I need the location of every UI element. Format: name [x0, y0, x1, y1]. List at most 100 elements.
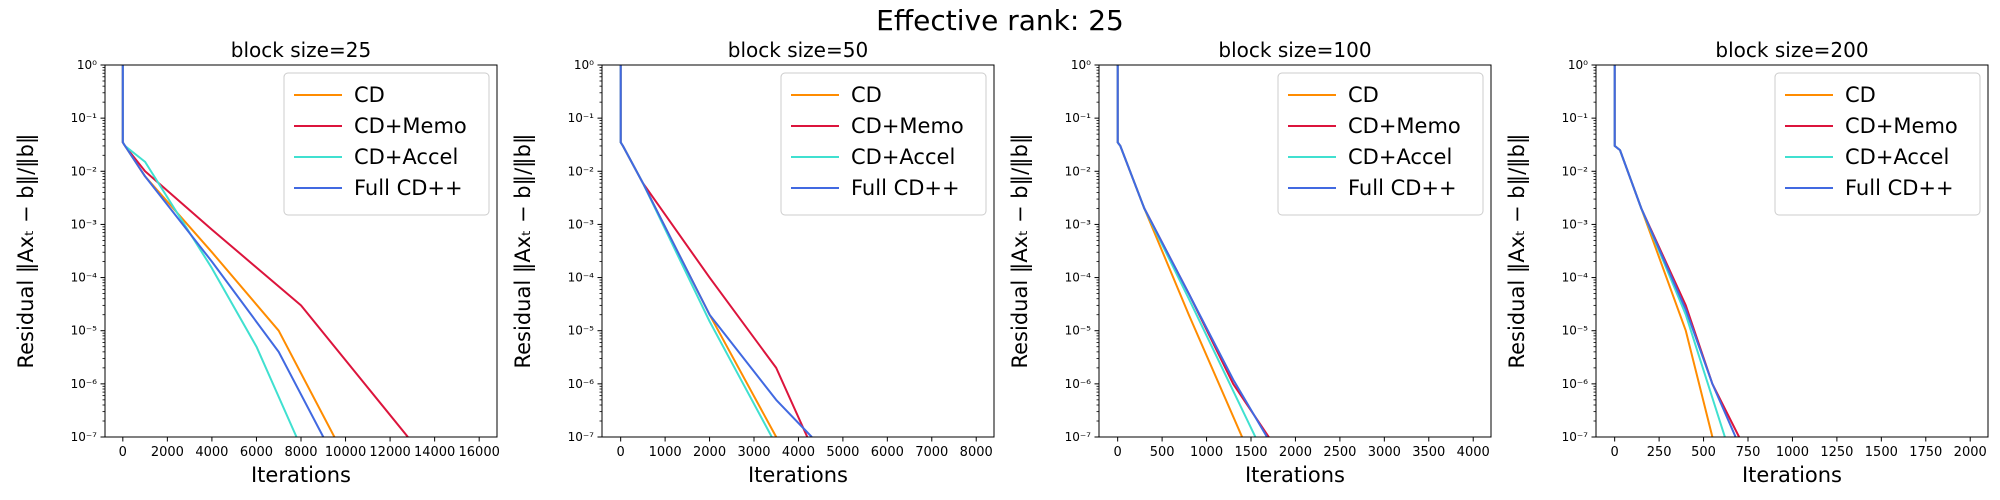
legend-box	[780, 72, 987, 216]
series-line-full-cd-plus-plus	[1613, 65, 1737, 437]
legend-label-full-cd-plus-plus: Full CD++	[851, 176, 960, 200]
series-line-cd-memo	[1613, 65, 1740, 437]
y-tick-label: 10⁻⁷	[71, 430, 98, 444]
x-tick-label: 1500	[1865, 445, 1898, 460]
series-line-cd-memo	[1116, 65, 1270, 437]
y-tick-label: 10⁰	[1071, 58, 1091, 72]
y-tick-label: 10⁻⁵	[1562, 324, 1589, 338]
chart-panel-3: block size=100 10⁻⁷ 10⁻⁶ 10⁻⁵ 10⁻⁴ 10⁻³ 10⁻² 10…	[1008, 38, 1492, 487]
x-tick-label: 2000	[693, 445, 726, 460]
series-line-full-cd-plus-plus	[1116, 65, 1268, 437]
x-tick-label: 1750	[1909, 445, 1942, 460]
y-tick-label: 10⁻⁵	[1065, 324, 1092, 338]
y-axis-label: Residual ‖Axₜ − b‖/‖b‖	[511, 133, 536, 368]
x-tick-label: 0	[119, 445, 127, 460]
x-axis-label: Iterations	[251, 463, 351, 487]
x-tick-label: 250	[1647, 445, 1672, 460]
x-tick-label: 500	[1691, 445, 1716, 460]
x-tick-label: 0	[1611, 445, 1619, 460]
y-tick-label: 10⁻⁷	[1562, 430, 1589, 444]
y-tick-label: 10⁰	[1568, 58, 1588, 72]
x-axis-label: Iterations	[1742, 463, 1842, 487]
legend-box	[283, 72, 490, 216]
x-tick-label: 4000	[1457, 445, 1490, 460]
y-tick-label: 10⁻⁷	[568, 430, 595, 444]
y-tick-label: 10⁻⁶	[71, 377, 98, 391]
panel-title: block size=25	[231, 38, 371, 62]
series-line-cd-accel	[1613, 65, 1726, 437]
plot-frame	[1595, 64, 1989, 438]
x-tick-label: 1000	[1190, 445, 1223, 460]
legend-label-cd-accel: CD+Accel	[1845, 145, 1949, 169]
y-tick-label: 10⁻¹	[568, 111, 595, 125]
y-tick-label: 10⁻³	[71, 217, 98, 231]
y-axis-label: Residual ‖Axₜ − b‖/‖b‖	[1505, 133, 1530, 368]
x-tick-label: 4000	[195, 445, 228, 460]
y-tick-label: 10⁻⁵	[71, 324, 98, 338]
y-tick-label: 10⁻³	[568, 217, 595, 231]
y-tick-label: 10⁰	[574, 58, 594, 72]
x-tick-label: 8000	[284, 445, 317, 460]
x-tick-label: 1000	[649, 445, 682, 460]
y-tick-label: 10⁻²	[71, 164, 98, 178]
x-tick-label: 500	[1150, 445, 1175, 460]
x-tick-label: 2500	[1323, 445, 1356, 460]
x-tick-label: 5000	[826, 445, 859, 460]
legend-label-cd-accel: CD+Accel	[1348, 145, 1452, 169]
legend-label-full-cd-plus-plus: Full CD++	[1845, 176, 1954, 200]
figure-title: Effective rank: 25	[876, 4, 1124, 37]
y-tick-label: 10⁻⁵	[568, 324, 595, 338]
x-tick-label: 2000	[1954, 445, 1987, 460]
x-tick-label: 3000	[737, 445, 770, 460]
y-tick-label: 10⁻¹	[1562, 111, 1589, 125]
legend-label-cd: CD	[1845, 83, 1876, 107]
y-tick-label: 10⁻⁴	[1065, 271, 1092, 285]
y-tick-label: 10⁻²	[1065, 164, 1092, 178]
legend-box	[1774, 72, 1981, 216]
legend-label-cd-memo: CD+Memo	[1348, 114, 1461, 138]
x-tick-label: 1000	[1776, 445, 1809, 460]
legend-label-cd-accel: CD+Accel	[354, 145, 458, 169]
x-tick-label: 8000	[960, 445, 993, 460]
y-tick-label: 10⁻³	[1065, 217, 1092, 231]
series-line-cd	[619, 65, 778, 437]
x-axis-label: Iterations	[748, 463, 848, 487]
x-tick-label: 10000	[325, 445, 366, 460]
x-tick-label: 6000	[871, 445, 904, 460]
y-tick-label: 10⁻⁶	[1562, 377, 1589, 391]
x-axis-label: Iterations	[1245, 463, 1345, 487]
x-tick-label: 3500	[1412, 445, 1445, 460]
y-tick-label: 10⁻⁴	[1562, 271, 1589, 285]
chart-panel-2: block size=50 10⁻⁷ 10⁻⁶ 10⁻⁵ 10⁻⁴ 10⁻³ 10⁻² 10⁻…	[511, 38, 995, 487]
x-tick-label: 3000	[1368, 445, 1401, 460]
x-tick-label: 2000	[1279, 445, 1312, 460]
series-line-full-cd-plus-plus	[619, 65, 813, 437]
x-tick-label: 0	[617, 445, 625, 460]
series-line-cd	[1116, 65, 1244, 437]
x-tick-label: 1500	[1234, 445, 1267, 460]
panel-title: block size=100	[1218, 38, 1371, 62]
y-tick-label: 10⁻⁷	[1065, 430, 1092, 444]
legend-label-cd: CD	[851, 83, 882, 107]
legend-label-cd-memo: CD+Memo	[354, 114, 467, 138]
legend-label-cd-accel: CD+Accel	[851, 145, 955, 169]
y-tick-label: 10⁻⁴	[71, 271, 98, 285]
chart-panel-4: block size=200 10⁻⁷ 10⁻⁶ 10⁻⁵ 10⁻⁴ 10⁻³ 10⁻² 10…	[1505, 38, 1989, 487]
x-tick-label: 2000	[151, 445, 184, 460]
y-tick-label: 10⁻²	[1562, 164, 1589, 178]
series-line-cd-memo	[619, 65, 809, 437]
x-tick-label: 1250	[1820, 445, 1853, 460]
legend-box	[1277, 72, 1484, 216]
plot-frame	[104, 64, 498, 438]
y-tick-label: 10⁰	[77, 58, 97, 72]
x-tick-label: 14000	[414, 445, 455, 460]
legend-label-full-cd-plus-plus: Full CD++	[1348, 176, 1457, 200]
chart-panel-1: block size=25 10⁻⁷ 10⁻⁶ 10⁻⁵ 10⁻⁴ 10⁻³ 10⁻² 10⁻…	[14, 38, 500, 487]
x-tick-label: 0	[1114, 445, 1122, 460]
x-tick-label: 750	[1736, 445, 1761, 460]
panel-title: block size=50	[728, 38, 868, 62]
y-tick-label: 10⁻¹	[1065, 111, 1092, 125]
y-axis-label: Residual ‖Axₜ − b‖/‖b‖	[1008, 133, 1033, 368]
y-tick-label: 10⁻²	[568, 164, 595, 178]
